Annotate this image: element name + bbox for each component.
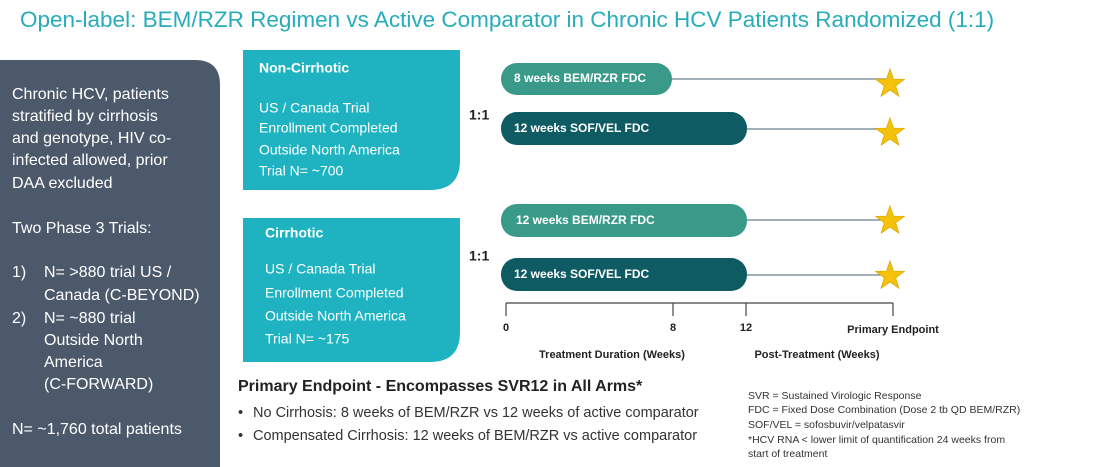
endpoint-star: [875, 117, 905, 146]
timeline-axis: [505, 302, 894, 316]
footnote: FDC = Fixed Dose Combination (Dose 2 tb …: [748, 404, 1020, 416]
bullet-text: Compensated Cirrhosis: 12 weeks of BEM/R…: [253, 428, 697, 444]
ratio: 1:1: [469, 107, 489, 123]
endpoint-heading: Primary Endpoint - Encompasses SVR12 in …: [238, 378, 643, 395]
group-detail: Trial N= ~700: [259, 163, 344, 179]
arm-label: 12 weeks SOF/VEL FDC: [514, 121, 649, 135]
list-text: N= >880 trial US /: [44, 264, 172, 281]
axis-tick-label: 0: [503, 322, 509, 334]
sidebar-heading: Two Phase 3 Trials:: [12, 220, 152, 237]
group-detail: Enrollment Completed: [265, 285, 404, 301]
footnote: start of treatment: [748, 448, 827, 460]
sidebar-text: stratified by cirrhosis: [12, 108, 158, 125]
list-text: America: [44, 354, 103, 371]
endpoint-star: [875, 68, 905, 97]
group-label: Non-Cirrhotic: [259, 60, 349, 76]
arm-pill: [501, 204, 747, 237]
sidebar-text: DAA excluded: [12, 175, 113, 192]
title: Open-label: BEM/RZR Regimen vs Active Co…: [20, 7, 994, 32]
group-detail: Outside North America: [259, 142, 400, 158]
footnote: *HCV RNA < lower limit of quantification…: [748, 434, 1005, 446]
bullet-text: No Cirrhosis: 8 weeks of BEM/RZR vs 12 w…: [253, 405, 699, 421]
axis-title: Treatment Duration (Weeks): [539, 349, 685, 361]
list-number: 2): [12, 310, 26, 327]
arm-label: 12 weeks SOF/VEL FDC: [514, 267, 649, 281]
axis-title: Post-Treatment (Weeks): [754, 349, 879, 361]
sidebar-total: N= ~1,760 total patients: [12, 421, 182, 438]
list-text: Canada (C-BEYOND): [44, 287, 200, 304]
arm-pill: [501, 63, 672, 95]
group-detail: Outside North America: [265, 308, 406, 324]
sidebar-text: and genotype, HIV co-: [12, 130, 171, 147]
bullet-dot: •: [238, 405, 243, 421]
bullet-dot: •: [238, 428, 243, 444]
ratio: 1:1: [469, 248, 489, 264]
group-detail: Trial N= ~175: [265, 331, 350, 347]
axis-tick-label: 8: [670, 322, 676, 334]
axis-tick-label: 12: [740, 322, 752, 334]
group-detail: US / Canada Trial: [259, 100, 370, 116]
list-number: 1): [12, 264, 26, 281]
group-label: Cirrhotic: [265, 225, 324, 241]
group-detail: US / Canada Trial: [265, 261, 376, 277]
footnote: SVR = Sustained Virologic Response: [748, 390, 922, 402]
group-box: [243, 50, 460, 190]
group-detail: Enrollment Completed: [259, 120, 398, 136]
endpoint-star: [875, 205, 905, 234]
list-text: (C-FORWARD): [44, 376, 153, 393]
sidebar-text: infected allowed, prior: [12, 152, 168, 169]
footnote: SOF/VEL = sofosbuvir/velpatasvir: [748, 419, 905, 431]
arm-label: 12 weeks BEM/RZR FDC: [516, 213, 655, 227]
axis-tick-label: Primary Endpoint: [847, 324, 939, 336]
arm-lines: [670, 78, 886, 276]
list-text: N= ~880 trial: [44, 310, 136, 327]
arm-label: 8 weeks BEM/RZR FDC: [514, 71, 646, 85]
list-text: Outside North: [44, 332, 143, 349]
sidebar-text: Chronic HCV, patients: [12, 86, 169, 103]
group-box: [243, 218, 460, 362]
arm-pill: [501, 112, 747, 145]
sidebar-panel: [0, 60, 220, 467]
arm-pill: [501, 258, 747, 291]
endpoint-star: [875, 260, 905, 289]
